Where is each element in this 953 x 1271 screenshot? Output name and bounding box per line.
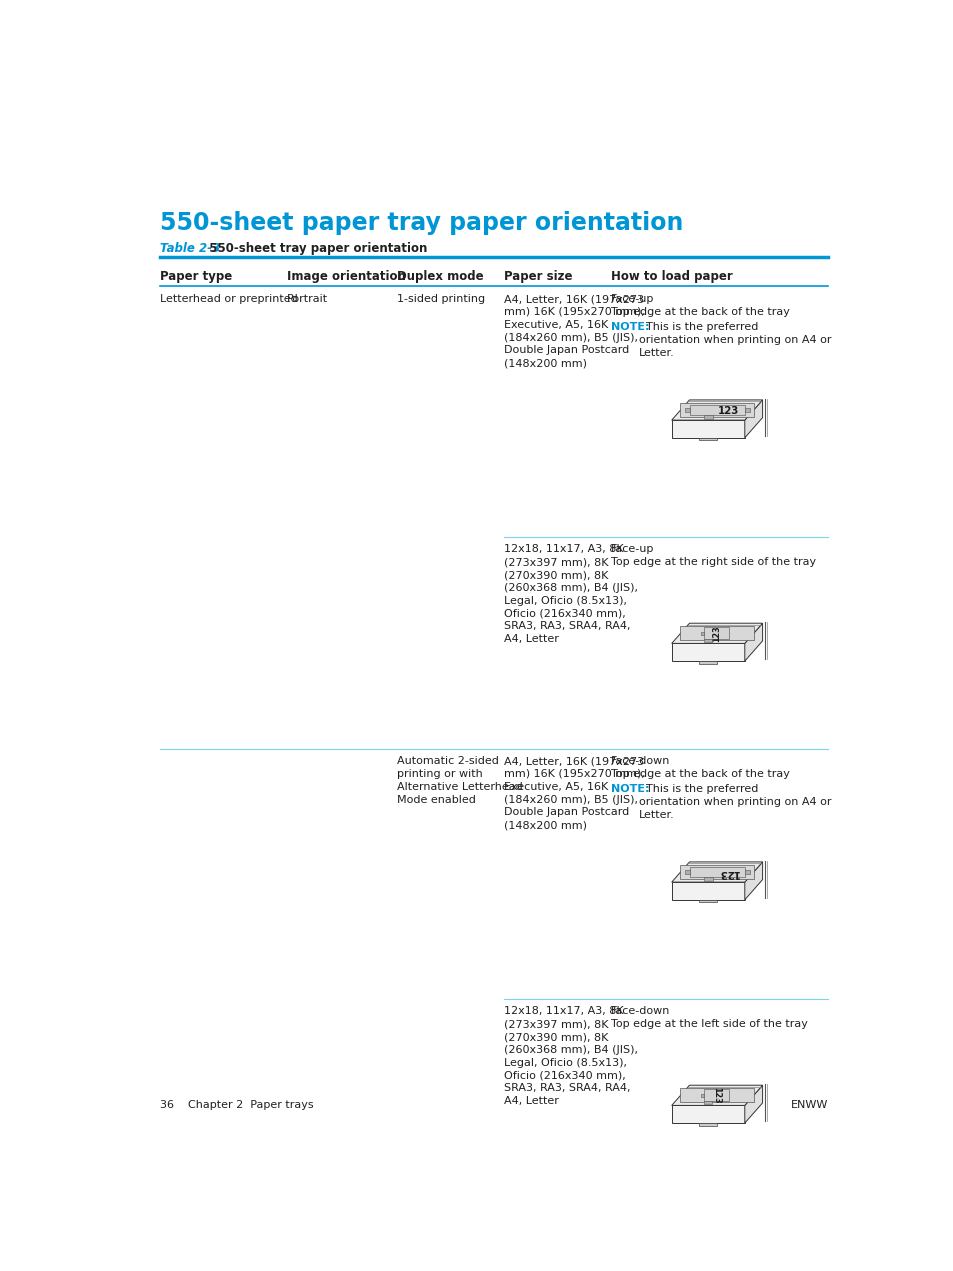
Text: Face-up: Face-up bbox=[610, 544, 654, 554]
Polygon shape bbox=[699, 661, 717, 663]
Polygon shape bbox=[699, 900, 717, 902]
Text: 550-sheet tray paper orientation: 550-sheet tray paper orientation bbox=[201, 241, 427, 255]
Polygon shape bbox=[671, 421, 744, 437]
Text: Automatic 2-sided
printing or with
Alternative Letterhead
Mode enabled: Automatic 2-sided printing or with Alter… bbox=[396, 756, 522, 805]
Text: 36    Chapter 2  Paper trays: 36 Chapter 2 Paper trays bbox=[159, 1099, 313, 1110]
Polygon shape bbox=[703, 639, 711, 642]
Polygon shape bbox=[744, 1085, 761, 1124]
Polygon shape bbox=[703, 628, 728, 639]
Text: Paper size: Paper size bbox=[503, 271, 572, 283]
Polygon shape bbox=[703, 416, 712, 419]
Polygon shape bbox=[684, 871, 689, 873]
Polygon shape bbox=[744, 862, 761, 900]
Text: NOTE:: NOTE: bbox=[610, 322, 649, 332]
Polygon shape bbox=[700, 1094, 703, 1097]
Text: 123: 123 bbox=[711, 1087, 720, 1103]
Polygon shape bbox=[671, 1106, 744, 1124]
Text: 12x18, 11x17, A3, 8K
(273x397 mm), 8K
(270x390 mm), 8K
(260x368 mm), B4 (JIS),
L: 12x18, 11x17, A3, 8K (273x397 mm), 8K (2… bbox=[503, 544, 638, 644]
Polygon shape bbox=[679, 866, 753, 880]
Polygon shape bbox=[679, 1088, 753, 1102]
Text: 550-sheet paper tray paper orientation: 550-sheet paper tray paper orientation bbox=[159, 211, 682, 235]
Polygon shape bbox=[699, 1124, 717, 1126]
Text: Image orientation: Image orientation bbox=[286, 271, 405, 283]
Polygon shape bbox=[689, 404, 743, 416]
Text: 123: 123 bbox=[711, 625, 720, 642]
Text: 123: 123 bbox=[717, 405, 738, 416]
Text: A4, Letter, 16K (197x273
mm) 16K (195x270 mm),
Executive, A5, 16K
(184x260 mm), : A4, Letter, 16K (197x273 mm) 16K (195x27… bbox=[503, 294, 644, 369]
Text: 12x18, 11x17, A3, 8K
(273x397 mm), 8K
(270x390 mm), 8K
(260x368 mm), B4 (JIS),
L: 12x18, 11x17, A3, 8K (273x397 mm), 8K (2… bbox=[503, 1007, 638, 1106]
Polygon shape bbox=[743, 871, 749, 873]
Text: Table 2-3: Table 2-3 bbox=[159, 241, 219, 255]
Polygon shape bbox=[671, 400, 761, 421]
Polygon shape bbox=[684, 408, 689, 412]
Text: Portrait: Portrait bbox=[286, 294, 328, 304]
Text: Face-down: Face-down bbox=[610, 756, 670, 766]
Polygon shape bbox=[671, 862, 761, 882]
Polygon shape bbox=[744, 400, 761, 437]
Polygon shape bbox=[703, 877, 712, 881]
Text: Letterhead or preprinted: Letterhead or preprinted bbox=[159, 294, 297, 304]
Text: 1-sided printing: 1-sided printing bbox=[396, 294, 484, 304]
Text: Paper type: Paper type bbox=[159, 271, 232, 283]
Polygon shape bbox=[703, 1089, 728, 1101]
Polygon shape bbox=[671, 643, 744, 661]
Polygon shape bbox=[700, 632, 703, 634]
Text: This is the preferred
orientation when printing on A4 or
Letter.: This is the preferred orientation when p… bbox=[639, 322, 830, 357]
Text: NOTE:: NOTE: bbox=[610, 784, 649, 794]
Text: Top edge at the right side of the tray: Top edge at the right side of the tray bbox=[610, 557, 815, 567]
Polygon shape bbox=[671, 1085, 761, 1106]
Text: This is the preferred
orientation when printing on A4 or
Letter.: This is the preferred orientation when p… bbox=[639, 784, 830, 820]
Polygon shape bbox=[699, 437, 717, 440]
Text: Face-down: Face-down bbox=[610, 1007, 670, 1017]
Polygon shape bbox=[671, 623, 761, 643]
Text: 123: 123 bbox=[717, 868, 738, 877]
Text: A4, Letter, 16K (197x273
mm) 16K (195x270 mm),
Executive, A5, 16K
(184x260 mm), : A4, Letter, 16K (197x273 mm) 16K (195x27… bbox=[503, 756, 644, 830]
Text: Face-up: Face-up bbox=[610, 294, 654, 304]
Polygon shape bbox=[744, 623, 761, 661]
Polygon shape bbox=[689, 867, 743, 877]
Text: Top edge at the back of the tray: Top edge at the back of the tray bbox=[610, 306, 789, 316]
Polygon shape bbox=[743, 408, 749, 412]
Text: ENWW: ENWW bbox=[790, 1099, 827, 1110]
Text: How to load paper: How to load paper bbox=[610, 271, 732, 283]
Text: Duplex mode: Duplex mode bbox=[396, 271, 483, 283]
Polygon shape bbox=[679, 627, 753, 641]
Text: Top edge at the back of the tray: Top edge at the back of the tray bbox=[610, 769, 789, 779]
Polygon shape bbox=[703, 1101, 711, 1104]
Polygon shape bbox=[671, 882, 744, 900]
Text: Top edge at the left side of the tray: Top edge at the left side of the tray bbox=[610, 1019, 807, 1028]
Polygon shape bbox=[679, 403, 753, 417]
